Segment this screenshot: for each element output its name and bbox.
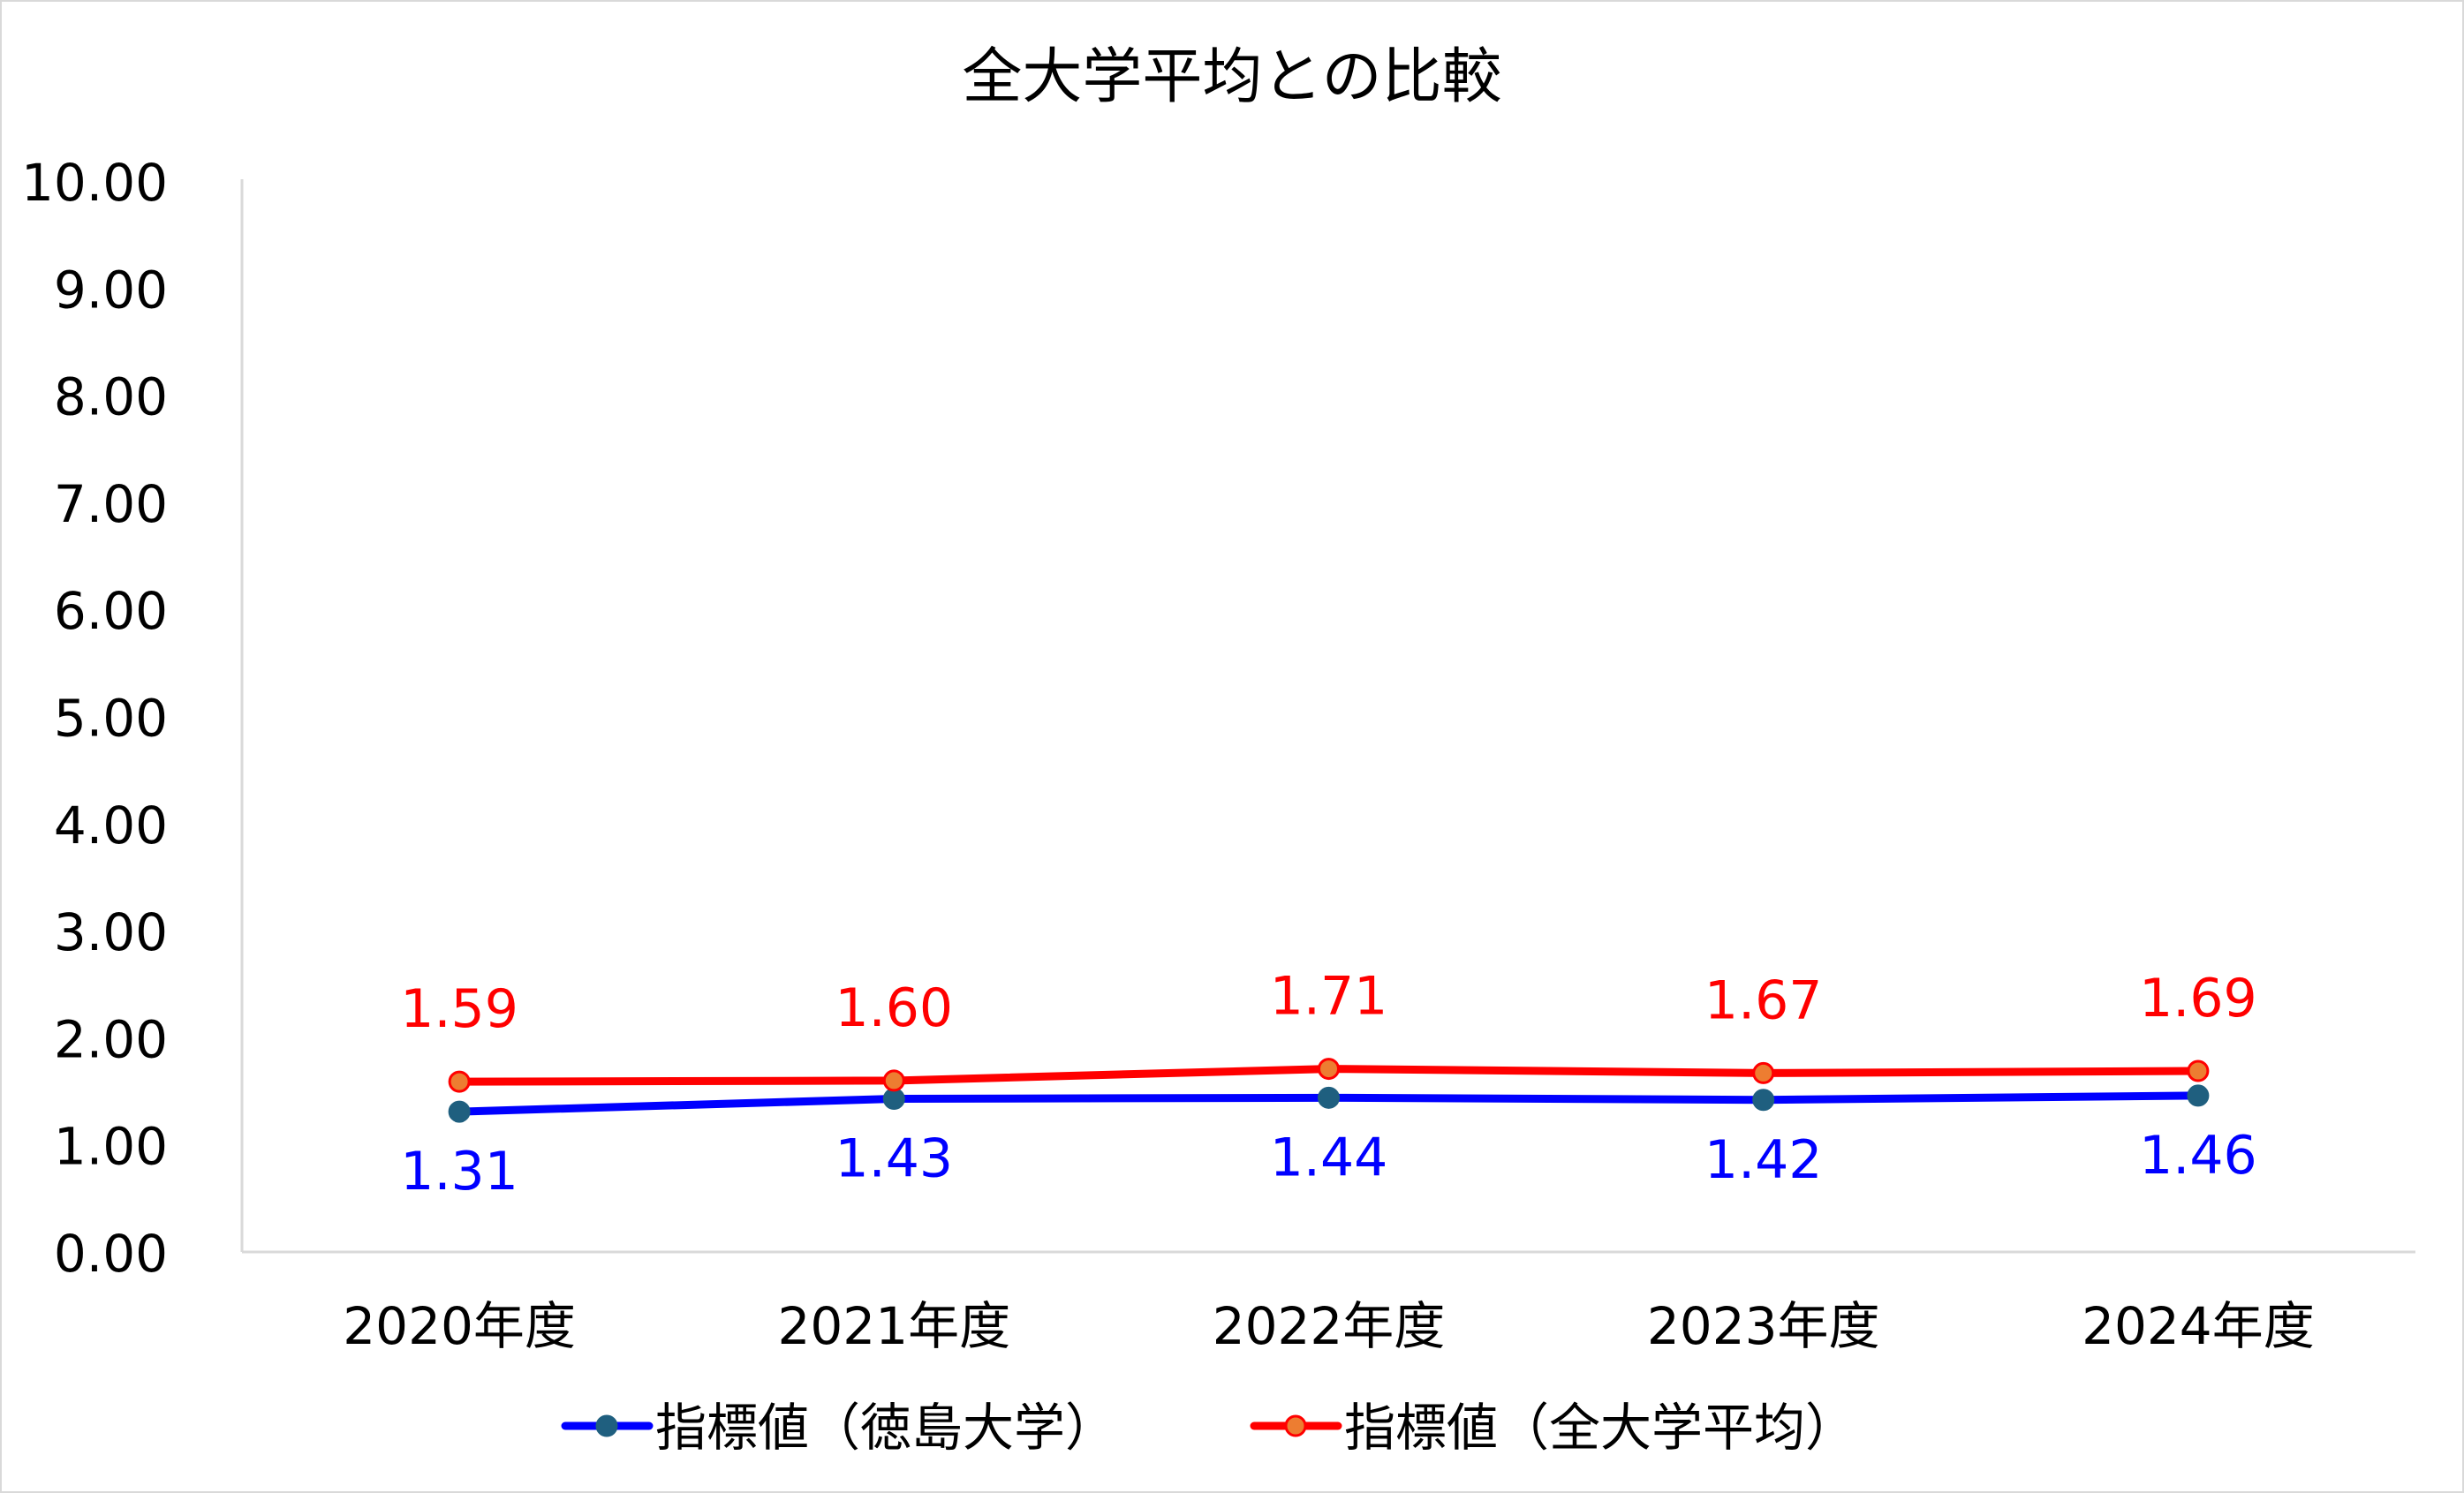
x-tick-label: 2022年度 [1213,1296,1446,1356]
y-tick-label: 3.00 [54,902,168,962]
y-tick-label: 1.00 [54,1117,168,1177]
legend-label: 指標値（徳島大学） [655,1398,1116,1458]
data-label: 1.71 [1270,966,1388,1028]
x-tick-label: 2023年度 [1647,1296,1880,1356]
data-label: 1.44 [1270,1127,1388,1188]
data-label: 1.43 [835,1128,954,1190]
data-point [448,1070,471,1093]
legend-label: 指標値（全大学平均） [1344,1398,1856,1458]
data-label: 1.42 [1704,1129,1823,1191]
y-tick-label: 10.00 [21,153,168,213]
data-point [882,1069,905,1092]
y-tick-label: 2.00 [54,1009,168,1069]
data-point [2187,1084,2210,1107]
data-point [1318,1086,1340,1109]
data-label: 1.60 [835,977,954,1039]
data-point [1752,1089,1775,1112]
legend-marker-icon [1284,1414,1307,1437]
data-point [1752,1061,1775,1084]
data-label: 1.31 [400,1141,518,1203]
y-tick-label: 8.00 [54,367,168,427]
y-tick-label: 4.00 [54,796,168,856]
data-point [882,1088,905,1111]
data-point [1318,1058,1340,1081]
legend-marker-icon [595,1414,618,1437]
y-tick-label: 7.00 [54,474,168,534]
x-tick-label: 2020年度 [343,1296,576,1356]
chart-title: 全大学平均との比較 [962,42,1501,112]
y-tick-label: 9.00 [54,260,168,320]
data-label: 1.67 [1704,969,1823,1031]
y-tick-label: 0.00 [54,1224,168,1284]
x-tick-label: 2024年度 [2082,1296,2315,1356]
data-label: 1.69 [2139,968,2257,1029]
y-tick-label: 5.00 [54,689,168,749]
data-point [448,1100,471,1123]
data-label: 1.46 [2139,1125,2257,1187]
x-tick-label: 2021年度 [777,1296,1010,1356]
y-tick-label: 6.00 [54,581,168,641]
data-label: 1.59 [400,978,518,1040]
data-point [2187,1059,2210,1082]
